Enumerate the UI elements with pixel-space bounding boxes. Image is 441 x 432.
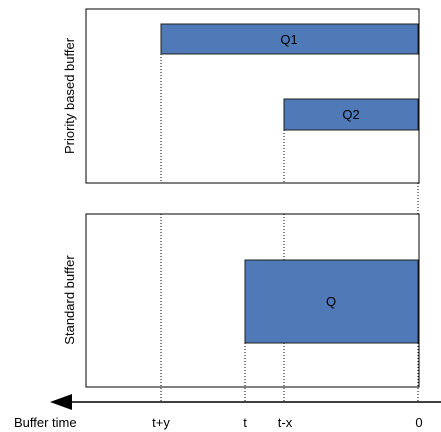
bar-q2-label: Q2 (342, 107, 359, 122)
standard-buffer-panel (85, 213, 420, 388)
bar-q1-label: Q1 (280, 32, 297, 47)
time-axis-arrowhead (50, 394, 72, 410)
bar-q1 (160, 23, 419, 55)
tick-t-plus-y: t+y (152, 415, 170, 430)
bar-q2 (283, 98, 419, 131)
priority-buffer-panel (85, 8, 420, 184)
tick-t-minus-x: t-x (278, 415, 293, 430)
tick-zero: 0 (415, 415, 422, 430)
bar-q (244, 259, 419, 344)
standard-buffer-label: Standard buffer (62, 255, 77, 345)
axis-label-buffer-time: Buffer time (14, 415, 77, 430)
bar-q-label: Q (326, 294, 336, 309)
tick-t: t (243, 415, 247, 430)
priority-buffer-label: Priority based buffer (62, 37, 77, 154)
